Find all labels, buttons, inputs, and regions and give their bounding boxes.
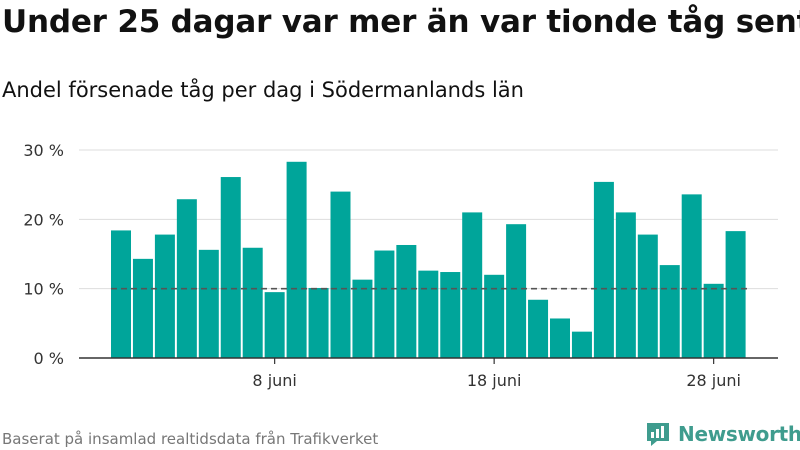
bar-day-24 bbox=[615, 212, 636, 358]
bar-day-9 bbox=[286, 161, 307, 358]
bar-day-11 bbox=[330, 191, 351, 358]
y-tick-label: 10 % bbox=[23, 280, 64, 299]
chart-subtitle: Andel försenade tåg per dag i Södermanla… bbox=[2, 78, 524, 102]
source-note: Baserat på insamlad realtidsdata från Tr… bbox=[2, 430, 379, 448]
bar-day-13 bbox=[374, 250, 395, 358]
x-tick-label: 8 juni bbox=[252, 371, 296, 390]
bar-chart: 0 % 10 % 20 % 30 % 8 juni 18 juni 28 juni bbox=[23, 141, 778, 390]
bar-day-26 bbox=[659, 265, 680, 358]
brand[interactable]: Newsworthy bbox=[644, 420, 800, 448]
bar-day-14 bbox=[396, 244, 417, 358]
bar-day-7 bbox=[242, 247, 263, 358]
bar-day-1 bbox=[111, 230, 131, 358]
bar-day-15 bbox=[418, 270, 439, 358]
chart-title: Under 25 dagar var mer än var tionde tåg… bbox=[2, 4, 800, 40]
bar-day-29 bbox=[725, 231, 746, 358]
axes: 0 % 10 % 20 % 30 % 8 juni 18 juni 28 juni bbox=[23, 141, 778, 390]
bar-day-4 bbox=[176, 199, 197, 358]
x-tick-label: 28 juni bbox=[686, 371, 741, 390]
bar-day-19 bbox=[506, 224, 527, 358]
x-tick-label: 18 juni bbox=[467, 371, 522, 390]
bar-day-16 bbox=[440, 272, 461, 358]
y-tick-label: 20 % bbox=[23, 210, 64, 229]
bar-day-20 bbox=[528, 299, 549, 358]
brand-name: Newsworthy bbox=[678, 422, 800, 446]
bar-day-27 bbox=[681, 194, 702, 358]
bar-day-2 bbox=[132, 258, 153, 358]
bar-day-25 bbox=[637, 234, 658, 358]
y-tick-label: 0 % bbox=[34, 349, 64, 368]
bar-day-22 bbox=[571, 331, 592, 358]
bar-day-5 bbox=[198, 249, 219, 358]
y-tick-label: 30 % bbox=[23, 141, 64, 160]
bar-day-6 bbox=[220, 177, 241, 358]
bar-day-21 bbox=[550, 318, 570, 358]
newsworthy-logo-icon bbox=[647, 423, 669, 446]
bar-day-10 bbox=[308, 287, 329, 358]
bar-day-17 bbox=[462, 212, 483, 358]
bar-day-3 bbox=[154, 234, 175, 358]
bar-day-8 bbox=[264, 292, 285, 358]
bar-day-23 bbox=[593, 181, 614, 358]
bars bbox=[111, 161, 746, 358]
bar-day-28 bbox=[703, 283, 724, 358]
bar-day-12 bbox=[352, 279, 373, 358]
bar-day-18 bbox=[484, 274, 505, 358]
